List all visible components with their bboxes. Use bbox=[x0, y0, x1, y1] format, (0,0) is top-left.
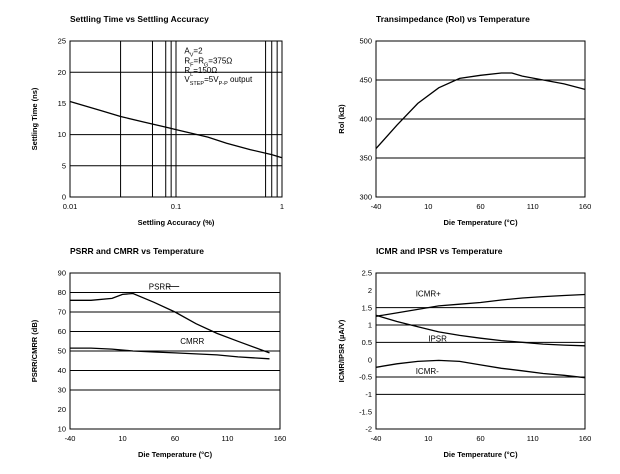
series-line-icmr-minus bbox=[375, 293, 586, 317]
x-tick-label: -40 bbox=[65, 434, 76, 443]
x-tick-label: 110 bbox=[527, 434, 539, 443]
y-tick-label: 70 bbox=[58, 308, 66, 317]
series-line-icmr-minus bbox=[375, 359, 586, 379]
plot-frame bbox=[375, 40, 586, 198]
x-axis-label: Settling Accuracy (%) bbox=[138, 218, 215, 227]
y-axis-label: ICMR/IPSR (µA/V) bbox=[337, 319, 346, 382]
y-tick-label: 400 bbox=[359, 115, 372, 124]
annotation-label: ICMR- bbox=[416, 367, 439, 376]
annotation-label: PSRR bbox=[149, 283, 171, 292]
x-tick-label: 10 bbox=[424, 202, 432, 211]
annotation-label: CMRR bbox=[180, 337, 204, 346]
chart-title: Settling Time vs Settling Accuracy bbox=[70, 14, 209, 24]
y-tick-label: 1.5 bbox=[362, 303, 372, 312]
plot-frame bbox=[375, 272, 586, 430]
x-tick-label: -40 bbox=[371, 202, 382, 211]
x-tick-label: 160 bbox=[274, 434, 287, 443]
chart-title: PSRR and CMRR vs Temperature bbox=[70, 246, 204, 256]
y-tick-label: 300 bbox=[359, 193, 372, 202]
chart-4: ICMR and IPSR vs Temperature -2 -1.5 -1 -0.5… bbox=[337, 246, 591, 459]
y-tick-label: 20 bbox=[58, 405, 66, 414]
y-tick-label: 40 bbox=[58, 366, 66, 375]
x-tick-label: -40 bbox=[371, 434, 382, 443]
y-tick-label: 30 bbox=[58, 386, 66, 395]
x-tick-label: 0.1 bbox=[171, 202, 181, 211]
x-tick-label: 160 bbox=[579, 202, 592, 211]
y-tick-label: 50 bbox=[58, 347, 66, 356]
y-tick-label: 60 bbox=[58, 327, 66, 336]
y-tick-label: -2 bbox=[365, 425, 372, 434]
annotation-label: IPSR bbox=[428, 335, 447, 344]
x-tick-label: 160 bbox=[579, 434, 592, 443]
series-line bbox=[375, 72, 586, 150]
annotation-label: ICMR+ bbox=[416, 290, 441, 299]
y-tick-label: 0 bbox=[368, 355, 372, 364]
chart-title: ICMR and IPSR vs Temperature bbox=[376, 246, 503, 256]
series-line-cmrr bbox=[70, 347, 270, 360]
y-tick-label: 2 bbox=[368, 286, 372, 295]
y-axis-label: Settling Time (ns) bbox=[30, 87, 39, 150]
y-tick-label: -0.5 bbox=[359, 373, 372, 382]
y-tick-label: 0.5 bbox=[362, 338, 372, 347]
series-line bbox=[69, 100, 283, 159]
y-tick-label: 500 bbox=[359, 37, 372, 46]
plot-frame bbox=[69, 40, 283, 198]
x-axis-label: Die Temperature (°C) bbox=[443, 218, 518, 227]
chart-2: Transimpedance (Rol) vs Temperature 300 35… bbox=[337, 14, 591, 227]
y-tick-label: 0 bbox=[62, 193, 66, 202]
y-tick-label: 20 bbox=[58, 68, 66, 77]
y-tick-label: 25 bbox=[58, 37, 66, 46]
annotation-label: AV=2 bbox=[184, 46, 203, 58]
y-tick-label: -1.5 bbox=[359, 407, 372, 416]
x-tick-label: 110 bbox=[222, 434, 234, 443]
y-tick-label: 2.5 bbox=[362, 269, 372, 278]
x-tick-label: 1 bbox=[280, 202, 284, 211]
x-tick-label: 10 bbox=[424, 434, 432, 443]
annotation-label: VSTEP=5VP-P output bbox=[184, 75, 253, 87]
annotation-label: RF=RG=375Ω bbox=[184, 56, 232, 68]
y-tick-label: 90 bbox=[58, 269, 66, 278]
y-tick-label: 10 bbox=[58, 130, 66, 139]
x-tick-label: 60 bbox=[476, 434, 484, 443]
y-tick-label: 10 bbox=[58, 425, 66, 434]
series-line-ipsr bbox=[375, 314, 586, 347]
y-tick-label: 15 bbox=[58, 99, 66, 108]
x-tick-label: 10 bbox=[118, 434, 126, 443]
chart-3: PSRR and CMRR vs Temperature 10 20 30 40 50 60… bbox=[30, 246, 286, 459]
chart-1: Settling Time vs Settling Accuracy 0 5 10 15… bbox=[30, 14, 284, 227]
y-tick-label: 80 bbox=[58, 288, 66, 297]
x-tick-label: 60 bbox=[476, 202, 484, 211]
chart-title: Transimpedance (Rol) vs Temperature bbox=[376, 14, 530, 24]
y-tick-label: 5 bbox=[62, 161, 66, 170]
series-line-psrr bbox=[70, 292, 270, 354]
y-axis-label: Rol (kΩ) bbox=[337, 104, 346, 134]
y-tick-label: 450 bbox=[359, 76, 372, 85]
annotation-label: RL=150Ω bbox=[184, 66, 217, 78]
y-tick-label: 1 bbox=[368, 321, 372, 330]
y-axis-label: PSRR/CMRR (dB) bbox=[30, 319, 39, 382]
y-tick-label: 350 bbox=[359, 154, 372, 163]
x-tick-label: 0.01 bbox=[63, 202, 78, 211]
x-axis-label: Die Temperature (°C) bbox=[138, 450, 213, 459]
x-tick-label: 110 bbox=[527, 202, 539, 211]
x-tick-label: 60 bbox=[171, 434, 179, 443]
plot-frame bbox=[69, 272, 281, 430]
y-tick-label: -1 bbox=[365, 390, 372, 399]
x-axis-label: Die Temperature (°C) bbox=[443, 450, 518, 459]
